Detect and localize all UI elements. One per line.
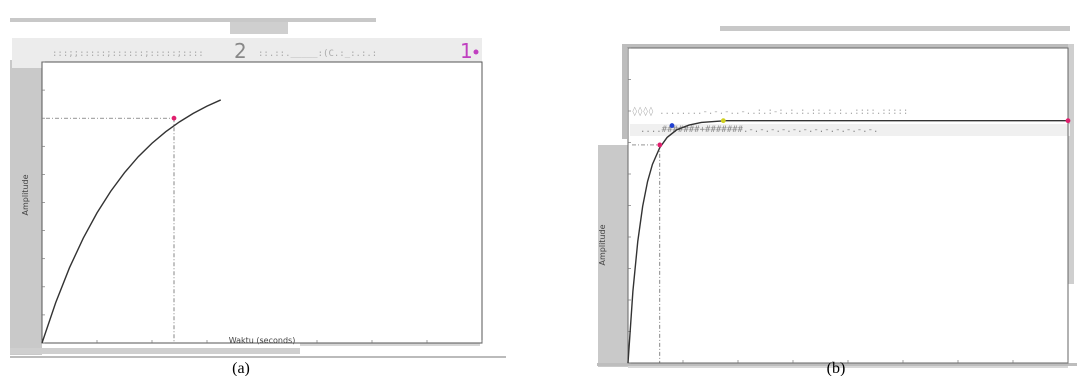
guides-a bbox=[46, 117, 175, 343]
caption-b: (b) bbox=[827, 360, 846, 376]
plot-area-b bbox=[627, 47, 1069, 364]
guides-b bbox=[632, 144, 661, 363]
legend-dots-b: ◊◊◊◊ ........-.-.-..-..:.:-:.:.:.::.:.:.… bbox=[632, 106, 908, 117]
artifact-left-band-b bbox=[598, 145, 628, 367]
panel-a: :::;;:::::;::::::;:::::;:::: 2 ::.::.___… bbox=[10, 18, 506, 376]
data-marker bbox=[720, 118, 726, 124]
data-marker bbox=[1065, 118, 1071, 124]
legend-digit-2: 2 bbox=[234, 39, 247, 63]
series-line-b bbox=[627, 119, 1068, 364]
legend-digit-1: 1 bbox=[460, 39, 473, 63]
y-axis-label-a: Amplitude bbox=[21, 174, 30, 215]
data-marker bbox=[171, 115, 177, 121]
artifact-top-rule-b bbox=[622, 44, 1074, 48]
ticks-b bbox=[627, 47, 1069, 364]
legend-dots-b2: ....#######+#######.-.-.-.-.-.-.-.-.-.-.… bbox=[640, 125, 878, 135]
data-marker bbox=[669, 123, 675, 128]
series-line-a bbox=[41, 99, 222, 344]
artifact-rule bbox=[10, 356, 506, 358]
panel-b: ◊◊◊◊ ........-.-.-..-..:.:-:.:.:.::.:.:.… bbox=[597, 26, 1077, 376]
legend-dots-a: :::;;:::::;::::::;:::::;:::: bbox=[52, 49, 204, 59]
markers-a bbox=[171, 115, 177, 121]
artifact-bottom-line bbox=[300, 343, 480, 346]
artifact-right-band-b bbox=[1068, 44, 1074, 284]
legend-dots-a2: ::.::._____:(C.:_:.:.: bbox=[258, 49, 377, 59]
artifact-bar bbox=[10, 18, 376, 22]
markers-b bbox=[657, 118, 1071, 148]
artifact-legend-band-b bbox=[630, 124, 1070, 136]
artifact-bottom-rule-b bbox=[597, 363, 1077, 366]
artifact-left-rule-b bbox=[622, 44, 627, 139]
plot-area-a bbox=[41, 61, 483, 344]
artifact-left-band bbox=[10, 60, 42, 355]
legend-marker-a bbox=[473, 49, 479, 55]
artifact-title-patch bbox=[230, 22, 288, 34]
caption-a: (a) bbox=[232, 360, 250, 376]
ticks-a bbox=[41, 61, 483, 344]
artifact-top-bar-b bbox=[720, 26, 1070, 31]
data-marker bbox=[657, 142, 663, 148]
y-axis-label-b: Amplitude bbox=[598, 224, 607, 265]
artifact-bottom-band bbox=[10, 348, 300, 354]
